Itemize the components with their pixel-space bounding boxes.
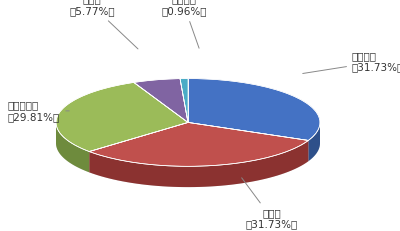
Ellipse shape	[56, 99, 320, 187]
Text: 単身者
（31.73%）: 単身者 （31.73%）	[242, 178, 298, 230]
Polygon shape	[56, 82, 188, 152]
Text: 夫婦のみ
（31.73%）: 夫婦のみ （31.73%）	[303, 51, 400, 73]
Polygon shape	[134, 79, 188, 122]
Polygon shape	[308, 122, 320, 161]
Text: 夫婦と子供
（29.81%）: 夫婦と子供 （29.81%）	[8, 100, 69, 122]
Polygon shape	[89, 140, 308, 187]
Text: 夫婦と親
（0.96%）: 夫婦と親 （0.96%）	[161, 0, 207, 48]
Polygon shape	[188, 79, 320, 140]
Text: その他
（5.77%）: その他 （5.77%）	[69, 0, 138, 49]
Polygon shape	[56, 122, 89, 172]
Polygon shape	[188, 79, 320, 143]
Polygon shape	[89, 122, 308, 166]
Polygon shape	[180, 79, 188, 122]
